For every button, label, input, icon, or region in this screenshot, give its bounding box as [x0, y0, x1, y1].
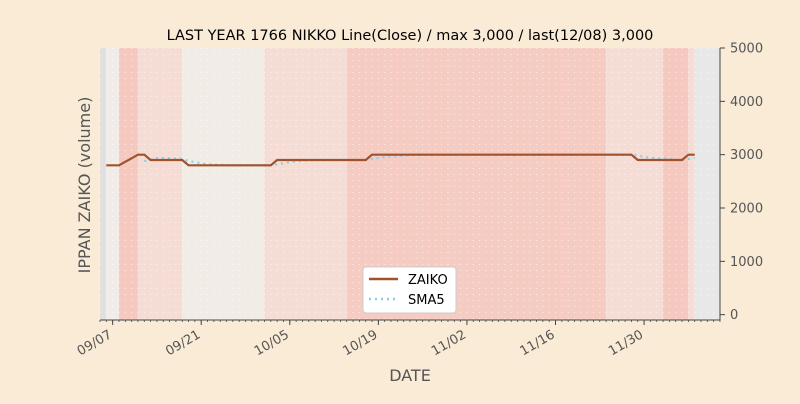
- y-axis: 0 1000 2000 3000 4000 5000: [719, 42, 763, 323]
- y-tick-label: 4000: [730, 95, 763, 110]
- y-tick-label: 5000: [730, 42, 763, 57]
- background-band-1: [106, 48, 119, 320]
- background-band-10: [694, 48, 720, 320]
- y-axis-label: IPPAN ZAIKO (volume): [75, 97, 94, 274]
- series-layer: [106, 153, 695, 167]
- background-band-3: [137, 48, 183, 320]
- background-band-9: [688, 48, 695, 320]
- background-band-5: [264, 48, 347, 320]
- background-band-2: [118, 48, 138, 320]
- legend-zaiko-label: ZAIKO: [408, 273, 448, 288]
- series-line-zaiko: [106, 153, 695, 167]
- y-tick-label: 3000: [730, 148, 763, 163]
- y-tick-label: 0: [730, 308, 738, 323]
- y-tick-label: 2000: [730, 202, 763, 217]
- chart-title: LAST YEAR 1766 NIKKO Line(Close) / max 3…: [167, 28, 654, 44]
- x-axis-label: DATE: [389, 366, 431, 385]
- y-tick-label: 1000: [730, 255, 763, 270]
- legend: ZAIKO SMA5: [362, 266, 457, 314]
- background-band-8: [663, 48, 689, 320]
- background-band-7: [606, 48, 664, 320]
- background-bands: [100, 48, 720, 320]
- background-band-4: [182, 48, 265, 320]
- legend-sma5-label: SMA5: [408, 293, 445, 308]
- plot-area: [99, 48, 721, 320]
- background-band-0: [100, 48, 107, 320]
